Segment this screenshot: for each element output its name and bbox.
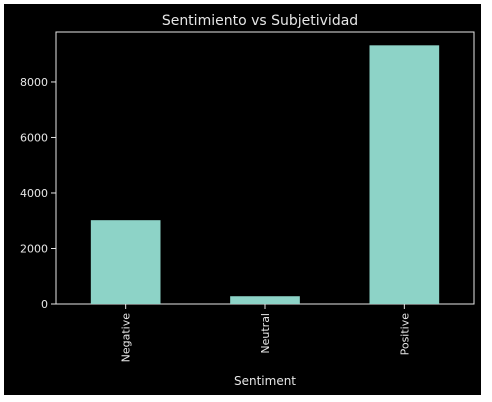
bar-chart: Sentimiento vs Subjetividad 0 2000 4000 600… <box>20 13 475 388</box>
bar-neutral <box>230 296 300 304</box>
chart-title: Sentimiento vs Subjetividad <box>162 13 358 29</box>
y-tick-label: 2000 <box>20 242 48 255</box>
y-tick-label: 6000 <box>20 131 48 144</box>
bar-positive <box>369 45 440 304</box>
x-axis-label: Sentiment <box>234 374 296 388</box>
y-axis: 0 2000 4000 6000 8000 <box>20 76 56 311</box>
x-axis: Negative Neutral Positive <box>120 304 411 363</box>
bar-negative <box>90 220 161 304</box>
bars <box>90 45 440 304</box>
x-tick-label: Positive <box>398 313 411 356</box>
y-tick-label: 4000 <box>20 187 48 200</box>
x-tick-label: Neutral <box>259 313 272 354</box>
x-tick-label: Negative <box>120 313 133 363</box>
y-tick-label: 0 <box>41 298 48 311</box>
chart-figure: Sentimiento vs Subjetividad 0 2000 4000 600… <box>4 4 481 395</box>
y-tick-label: 8000 <box>20 76 48 89</box>
